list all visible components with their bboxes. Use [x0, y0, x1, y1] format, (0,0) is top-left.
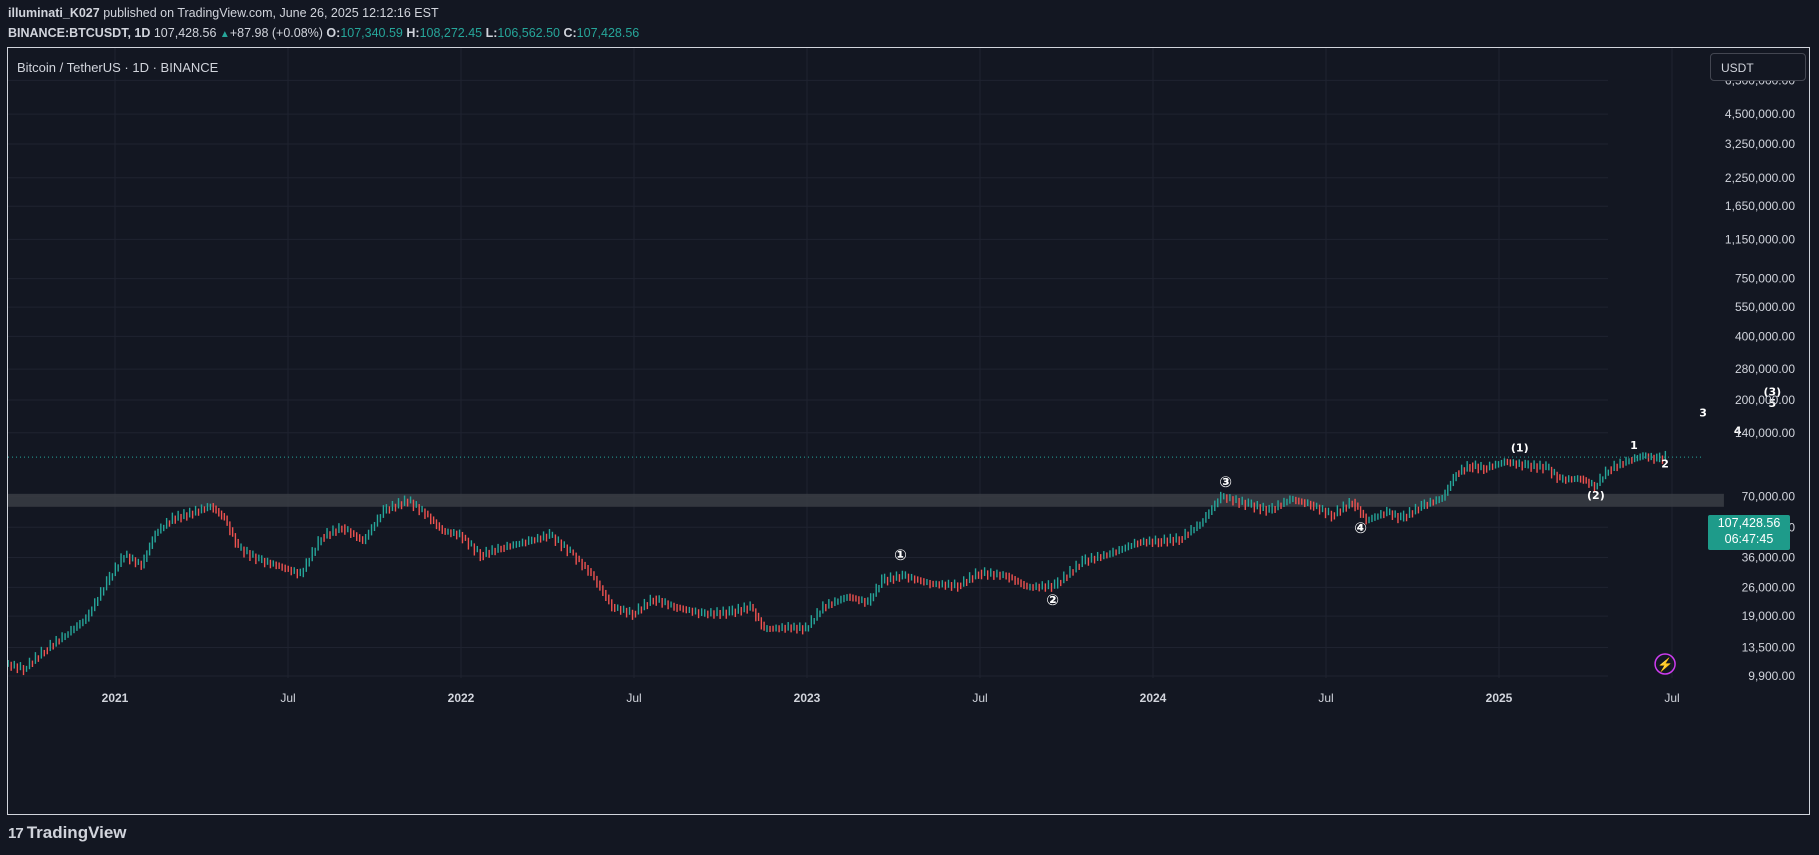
y-axis-tick-label: 13,500.00 — [1742, 641, 1796, 655]
elliott-wave-label: (2) — [1587, 489, 1605, 502]
publish-info: illuminati_K027 published on TradingView… — [8, 6, 439, 20]
y-axis-tick-label: 200,000.00 — [1735, 393, 1795, 407]
y-axis-tick-label: 19,000.00 — [1742, 609, 1796, 623]
low-label: L: — [485, 26, 498, 40]
elliott-wave-label: 4 — [1734, 425, 1742, 438]
low-value: 106,562.50 — [497, 26, 560, 40]
y-axis-tick-label: 140,000.00 — [1735, 426, 1795, 440]
lightning-glyph: ⚡ — [1657, 657, 1673, 673]
elliott-wave-label: (3) — [1763, 386, 1781, 399]
elliott-wave-label: ② — [1046, 591, 1059, 609]
x-axis-tick-label: 2025 — [1486, 691, 1513, 705]
elliott-wave-label: 1 — [1630, 439, 1638, 452]
close-value: 107,428.56 — [576, 26, 640, 40]
y-axis-tick-label: 400,000.00 — [1735, 329, 1795, 343]
elliott-wave-label: (1) — [1511, 442, 1529, 455]
x-axis-tick-label: Jul — [626, 691, 641, 705]
high-label: H: — [406, 26, 420, 40]
elliott-wave-label: 5 — [1769, 397, 1777, 410]
x-axis-tick-label: 2021 — [102, 691, 129, 705]
chart-legend-title[interactable]: Bitcoin / TetherUS · 1D · BINANCE — [17, 60, 219, 75]
tradingview-logo-icon: 17 — [8, 824, 24, 842]
last-price-value: 107,428.56 — [1717, 516, 1781, 530]
last-price-tag: 107,428.56 06:47:45 — [1708, 515, 1790, 550]
publish-date: published on TradingView.com, June 26, 2… — [103, 6, 439, 20]
x-axis-tick-label: Jul — [972, 691, 987, 705]
elliott-wave-label: ③ — [1219, 473, 1232, 491]
resistance-zone — [8, 493, 1724, 507]
x-axis-tick-label: 2022 — [448, 691, 475, 705]
y-axis-tick-label: 26,000.00 — [1742, 580, 1796, 594]
chart-area[interactable]: ①②③④(1)(2)12345(3)(4)(5)⑤⚡6,500,000.004,… — [7, 47, 1810, 815]
price-chart[interactable]: ①②③④(1)(2)12345(3)(4)(5)⑤⚡6,500,000.004,… — [8, 48, 1809, 814]
price-change: +87.98 (+0.08%) — [229, 26, 323, 40]
y-axis-tick-label: 280,000.00 — [1735, 362, 1795, 376]
elliott-wave-label: ① — [894, 546, 907, 564]
x-axis-tick-label: Jul — [1318, 691, 1333, 705]
currency-button[interactable]: USDT — [1710, 53, 1806, 81]
symbol-label: BINANCE:BTCUSDT, 1D — [8, 26, 151, 40]
up-triangle-icon: ▲ — [219, 29, 230, 40]
y-axis-tick-label: 1,650,000.00 — [1725, 199, 1795, 213]
quote-bar: BINANCE:BTCUSDT, 1D 107,428.56 ▲+87.98 (… — [8, 26, 639, 40]
y-axis-tick-label: 550,000.00 — [1735, 300, 1795, 314]
high-value: 108,272.45 — [419, 26, 483, 40]
close-label: C: — [563, 26, 577, 40]
y-axis-tick-label: 36,000.00 — [1742, 550, 1796, 564]
open-value: 107,340.59 — [340, 26, 403, 40]
elliott-wave-label: 3 — [1699, 407, 1707, 420]
elliott-wave-label: ④ — [1354, 519, 1367, 537]
y-axis-tick-label: 4,500,000.00 — [1725, 107, 1795, 121]
x-axis-tick-label: 2023 — [794, 691, 821, 705]
x-axis-tick-label: 2024 — [1140, 691, 1167, 705]
open-label: O: — [326, 26, 341, 40]
x-axis-tick-label: Jul — [280, 691, 295, 705]
y-axis-tick-label: 750,000.00 — [1735, 272, 1795, 286]
y-axis-tick-label: 1,150,000.00 — [1725, 232, 1795, 246]
x-axis-tick-label: Jul — [1664, 691, 1679, 705]
y-axis-tick-label: 70,000.00 — [1742, 489, 1796, 503]
y-axis-tick-label: 2,250,000.00 — [1725, 171, 1795, 185]
y-axis-tick-label: 9,900.00 — [1748, 669, 1795, 683]
elliott-wave-label: 2 — [1661, 457, 1669, 470]
y-axis-tick-label: 3,250,000.00 — [1725, 137, 1795, 151]
brand-name: TradingView — [26, 823, 127, 842]
tradingview-logo[interactable]: 17 TradingView — [8, 823, 127, 843]
bar-countdown: 06:47:45 — [1724, 532, 1774, 546]
lightning-icon — [1654, 653, 1676, 675]
author-name[interactable]: illuminati_K027 — [8, 6, 100, 20]
last-price: 107,428.56 — [153, 26, 217, 40]
